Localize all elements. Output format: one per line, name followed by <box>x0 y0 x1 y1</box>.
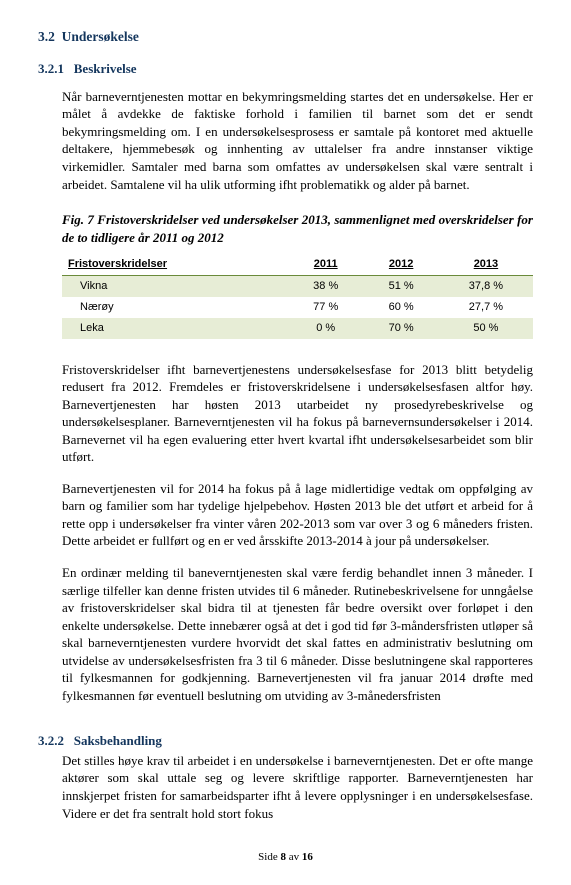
paragraph: Barnevertjenesten vil for 2014 ha fokus … <box>62 480 533 550</box>
data-table: Fristoverskridelser 2011 2012 2013 Vikna… <box>62 254 533 338</box>
footer-prefix: Side <box>258 851 280 863</box>
cell: 70 % <box>363 318 438 339</box>
subsection-number: 3.2.2 <box>38 733 64 748</box>
row-label: Vikna <box>62 275 288 296</box>
paragraph: Det stilles høye krav til arbeidet i en … <box>62 752 533 822</box>
figure-caption: Fig. 7 Fristoverskridelser ved undersøke… <box>62 211 533 246</box>
section-title: Undersøkelse <box>62 29 139 44</box>
subsection-heading: 3.2.1 Beskrivelse <box>38 60 533 78</box>
subsection-heading: 3.2.2 Saksbehandling <box>38 732 533 750</box>
cell: 51 % <box>363 275 438 296</box>
cell: 50 % <box>439 318 533 339</box>
paragraph: Når barneverntjenesten mottar en bekymri… <box>62 88 533 193</box>
col-header: 2013 <box>439 254 533 275</box>
table-header-row: Fristoverskridelser 2011 2012 2013 <box>62 254 533 275</box>
subsection-number: 3.2.1 <box>38 61 64 76</box>
table-row: Vikna38 %51 %37,8 % <box>62 275 533 296</box>
cell: 37,8 % <box>439 275 533 296</box>
paragraph: Fristoverskridelser ifht barnevertjenest… <box>62 361 533 466</box>
row-label: Nærøy <box>62 297 288 318</box>
paragraph: En ordinær melding til baneverntjenesten… <box>62 564 533 704</box>
section-number: 3.2 <box>38 29 55 44</box>
table-row: Nærøy77 %60 %27,7 % <box>62 297 533 318</box>
cell: 77 % <box>288 297 363 318</box>
cell: 27,7 % <box>439 297 533 318</box>
footer-mid: av <box>286 851 302 863</box>
cell: 38 % <box>288 275 363 296</box>
row-label: Leka <box>62 318 288 339</box>
subsection-title: Beskrivelse <box>74 61 137 76</box>
footer-total: 16 <box>302 851 313 863</box>
col-header: 2011 <box>288 254 363 275</box>
col-header: 2012 <box>363 254 438 275</box>
subsection-title: Saksbehandling <box>74 733 162 748</box>
col-header: Fristoverskridelser <box>62 254 288 275</box>
table-row: Leka0 %70 %50 % <box>62 318 533 339</box>
cell: 60 % <box>363 297 438 318</box>
cell: 0 % <box>288 318 363 339</box>
page-footer: Side 8 av 16 <box>38 850 533 865</box>
section-heading: 3.2 Undersøkelse <box>38 28 533 46</box>
